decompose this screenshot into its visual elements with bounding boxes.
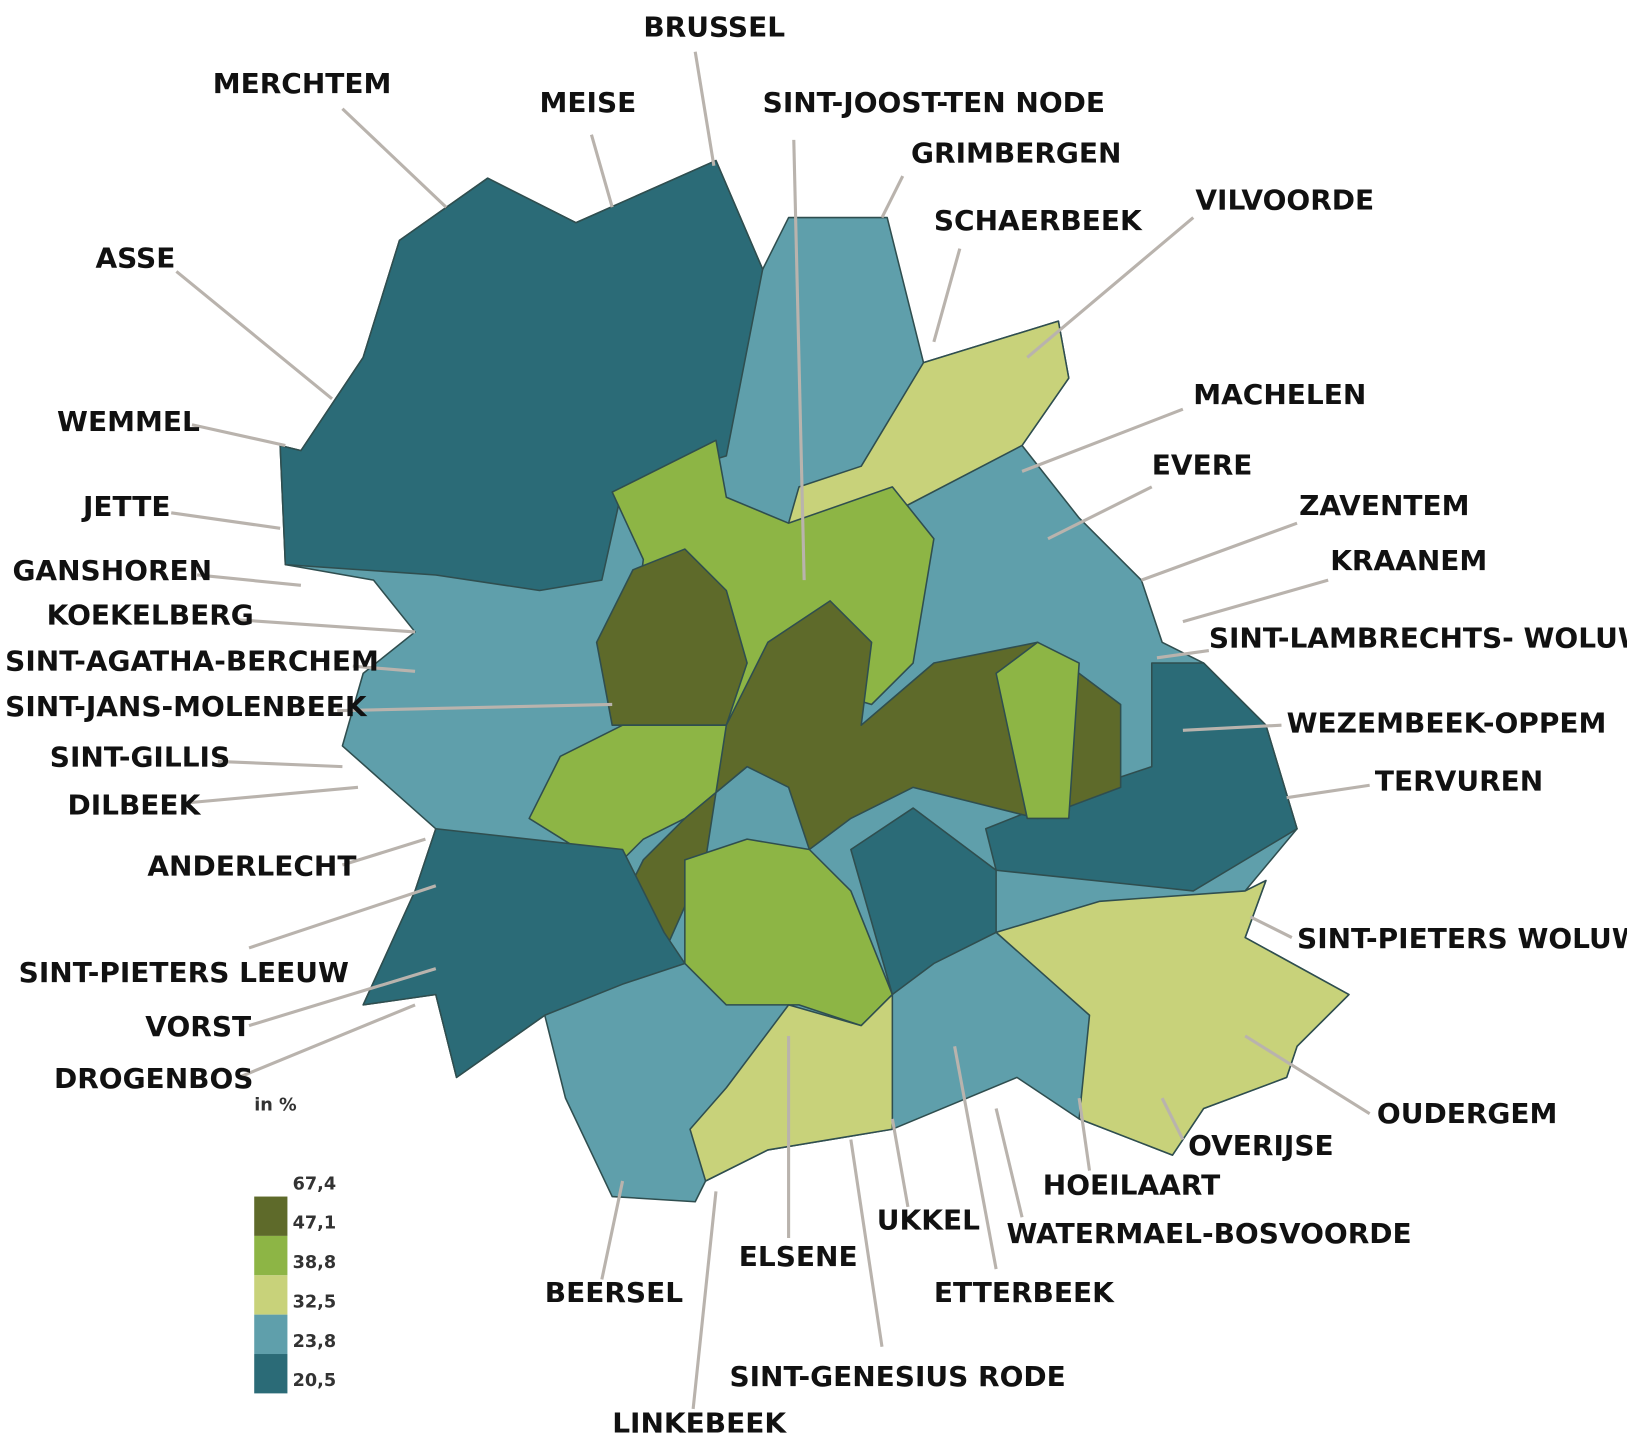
municipality-label: SINT-PIETERS LEEUW xyxy=(19,956,349,989)
municipality-label: KRAANEM xyxy=(1330,544,1487,577)
municipality-label: ANDERLECHT xyxy=(147,849,356,882)
municipality-label: LINKEBEEK xyxy=(612,1407,787,1440)
leader-line xyxy=(176,271,332,398)
leader-line xyxy=(1027,218,1193,358)
municipality-label: WATERMAEL-BOSVOORDE xyxy=(1006,1217,1411,1250)
leader-line xyxy=(693,1191,716,1409)
leader-line xyxy=(192,425,285,446)
municipality-label: MACHELEN xyxy=(1193,378,1366,411)
municipality-label: SINT-AGATHA-BERCHEM xyxy=(5,644,379,677)
municipality-label: VILVOORDE xyxy=(1195,183,1374,216)
municipality-label: DROGENBOS xyxy=(54,1062,254,1095)
municipality-label: BRUSSEL xyxy=(643,10,785,43)
leader-line xyxy=(996,1108,1022,1217)
legend-break: 67,4 xyxy=(293,1174,336,1194)
legend-swatch xyxy=(254,1315,287,1354)
leader-line xyxy=(171,513,280,529)
municipality-label: ZAVENTEM xyxy=(1299,489,1469,522)
leader-line xyxy=(882,176,903,217)
leader-line xyxy=(591,135,612,208)
legend-swatch xyxy=(254,1354,287,1393)
municipality-label: JETTE xyxy=(81,490,171,523)
municipality-label: ETTERBEEK xyxy=(934,1276,1115,1309)
leader-line xyxy=(1183,580,1328,621)
legend-break: 32,5 xyxy=(293,1292,336,1312)
municipality-label: HOEILAART xyxy=(1043,1168,1220,1201)
leader-line xyxy=(1141,523,1297,580)
leader-line xyxy=(695,52,714,166)
leader-line xyxy=(218,761,343,766)
municipality-label: ELSENE xyxy=(739,1240,858,1273)
legend-break: 47,1 xyxy=(293,1214,336,1234)
leader-line xyxy=(934,249,960,342)
leader-line xyxy=(1250,917,1292,938)
leader-line xyxy=(1287,785,1370,797)
page: BRUSSEL MERCHTEM MEISE SINT-JOOST-TEN NODE G… xyxy=(0,0,1627,1440)
legend-break: 38,8 xyxy=(293,1253,336,1273)
leader-line xyxy=(233,620,415,632)
municipality-label: ASSE xyxy=(95,241,175,274)
leader-line xyxy=(892,1119,908,1207)
municipality-label: SINT-GILLIS xyxy=(50,741,230,774)
municipality-label: GRIMBERGEN xyxy=(911,137,1121,170)
municipality-label: DILBEEK xyxy=(67,788,201,821)
leader-line xyxy=(342,109,446,207)
municipality-label: SINT-LAMBRECHTS- WOLUWE xyxy=(1209,622,1627,655)
municipality-label: SCHAERBEEK xyxy=(934,204,1143,237)
legend-break: 23,8 xyxy=(293,1332,336,1352)
legend-swatch xyxy=(254,1236,287,1275)
legend-swatch xyxy=(254,1197,287,1236)
municipality-label: OUDERGEM xyxy=(1377,1097,1557,1130)
leader-line xyxy=(197,575,301,585)
municipality-label: MERCHTEM xyxy=(213,67,392,100)
legend-swatch xyxy=(254,1275,287,1314)
municipality-label: MEISE xyxy=(540,86,637,119)
municipality-label: SINT-JANS-MOLENBEEK xyxy=(5,690,368,723)
leader-line xyxy=(187,787,358,803)
municipality-label: SINT-JOOST-TEN NODE xyxy=(763,86,1105,119)
legend-break: 20,5 xyxy=(293,1371,336,1391)
legend-title: in % xyxy=(254,1096,297,1116)
municipality-label: EVERE xyxy=(1152,448,1253,481)
map: BRUSSEL MERCHTEM MEISE SINT-JOOST-TEN NODE G… xyxy=(0,0,1627,1440)
municipality-label: GANSHOREN xyxy=(12,554,212,587)
municipality-label: SINT-GENESIUS RODE xyxy=(729,1360,1065,1393)
municipality-label: UKKEL xyxy=(877,1204,980,1237)
leader-line xyxy=(239,1005,415,1078)
municipality-label: BEERSEL xyxy=(545,1276,683,1309)
legend: in % 67,4 47,1 38,8 32,5 23,8 20,5 xyxy=(254,1096,336,1394)
municipality-label: SINT-PIETERS WOLUWE xyxy=(1297,922,1627,955)
municipality-label: WEMMEL xyxy=(57,405,200,438)
municipality-label: OVERIJSE xyxy=(1188,1129,1334,1162)
municipality-label: WEZEMBEEK-OPPEM xyxy=(1287,706,1607,739)
municipality-label: VORST xyxy=(145,1010,251,1043)
municipality-label: TERVUREN xyxy=(1375,764,1543,797)
regions xyxy=(280,161,1349,1202)
municipality-label: KOEKELBERG xyxy=(47,599,254,632)
